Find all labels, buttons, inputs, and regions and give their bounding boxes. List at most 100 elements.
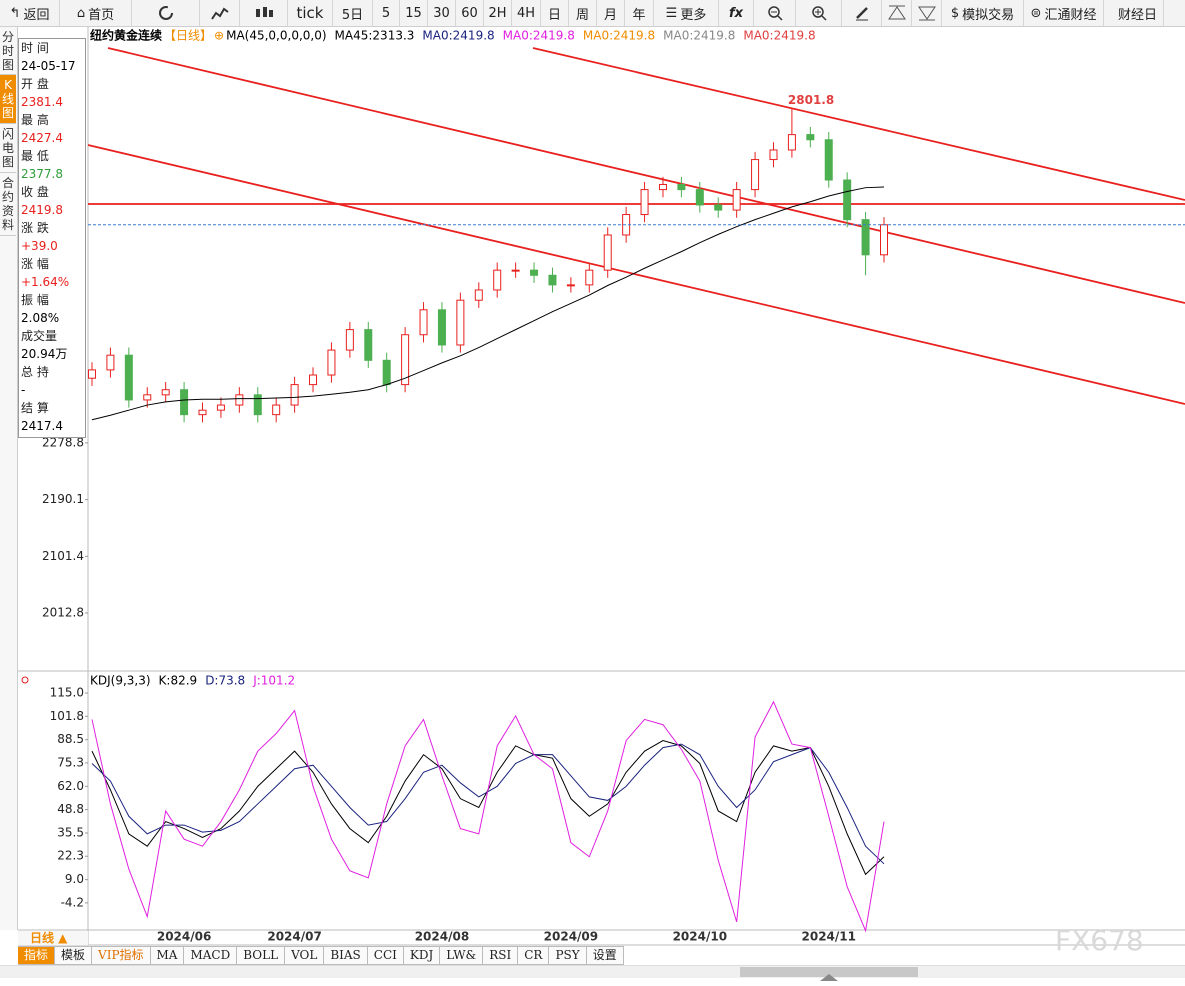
period-button[interactable]: 4H <box>512 0 541 26</box>
legend-entry: J:101.2 <box>252 674 295 688</box>
kdj-line <box>91 700 885 933</box>
period-button[interactable]: 月 <box>597 0 625 26</box>
candle-body <box>456 299 465 346</box>
legend-entry: MA45:2313.3 <box>335 29 415 43</box>
candle-body <box>474 289 483 301</box>
candle-body <box>732 189 741 211</box>
side-tab[interactable]: 闪电图 <box>0 124 16 173</box>
y-tick-label: 88.5 <box>57 732 84 746</box>
more-button[interactable]: ☰ 更多 <box>654 0 719 26</box>
candle-body <box>290 384 299 406</box>
candle-body <box>493 269 502 291</box>
indicator-tab[interactable]: PSY <box>549 946 587 965</box>
fx-button[interactable]: fx <box>719 0 754 26</box>
candle-body <box>880 224 888 256</box>
y-tick-label: 101.8 <box>50 709 84 723</box>
indicator-tab[interactable]: BOLL <box>237 946 286 965</box>
indicator-tab[interactable]: KDJ <box>403 946 441 965</box>
indicator-tab[interactable]: 模板 <box>55 946 93 965</box>
y-tick-label: -4.2 <box>61 895 84 909</box>
period-button[interactable]: 5日 <box>333 0 373 26</box>
indicator-tabs: 指标 模板 VIP指标 MA MACD BOLL VOL BIAS CCI KDJ LW& RSI CR… <box>18 946 624 965</box>
indicator-tab[interactable]: CCI <box>367 946 404 965</box>
icon <box>255 7 273 17</box>
period-button[interactable]: 60 <box>456 0 484 26</box>
info-value: 2.08% <box>21 311 60 325</box>
side-tab[interactable]: K线图 <box>0 75 16 124</box>
candle-body <box>143 394 152 401</box>
info-value: 2419.8 <box>21 203 63 217</box>
ma-line <box>91 186 885 421</box>
info-value: 2381.4 <box>21 95 63 109</box>
period-button[interactable]: 15 <box>400 0 428 26</box>
scrollbar[interactable] <box>0 965 1185 981</box>
period-button[interactable]: 5 <box>373 0 400 26</box>
period-button[interactable]: 2H <box>484 0 512 26</box>
settings-icon[interactable] <box>21 676 29 684</box>
x-tick-label: 2024/06 <box>157 930 211 944</box>
candle-body <box>787 134 796 151</box>
y-tick-label: 22.3 <box>57 849 84 863</box>
indicator-tab[interactable]: VOL <box>285 946 325 965</box>
indicator-tab[interactable]: MA <box>150 946 185 965</box>
home-button[interactable]: ⌂ 首页 <box>60 0 132 26</box>
indicator-tab[interactable]: BIAS <box>324 946 368 965</box>
scroll-arrow <box>820 974 838 981</box>
line-chart-button[interactable] <box>200 0 240 26</box>
info-label: 时 间 <box>21 41 49 55</box>
period-button[interactable]: 30 <box>428 0 456 26</box>
candle-body <box>695 189 704 206</box>
high-label: 2801.8 <box>788 93 834 107</box>
candle-body <box>437 309 446 346</box>
candle-body <box>566 284 575 287</box>
fx678-button[interactable]: ⊜ 汇通财经 <box>1024 0 1104 26</box>
tick-button[interactable]: tick <box>288 0 333 26</box>
scroll-thumb[interactable] <box>740 967 918 981</box>
info-label: 最 低 <box>21 149 49 163</box>
candle-button[interactable] <box>240 0 288 26</box>
zoom-in-button[interactable] <box>796 0 842 26</box>
y-tick-label: 2278.8 <box>42 435 84 449</box>
indicator-tab[interactable]: MACD <box>184 946 238 965</box>
info-label: 振 幅 <box>21 293 49 307</box>
period-button[interactable]: 周 <box>569 0 597 26</box>
y-tick-label: 48.8 <box>57 802 84 816</box>
calendar-button[interactable]: 财经日 <box>1104 0 1164 26</box>
indicator-tab[interactable]: 设置 <box>586 946 624 965</box>
sim-trade-button[interactable]: $ 模拟交易 <box>942 0 1024 26</box>
zoom-out-button[interactable] <box>754 0 796 26</box>
period-button[interactable]: 年 <box>625 0 654 26</box>
back-button[interactable]: ↰ 返回 <box>0 0 60 26</box>
period-tab-bg[interactable] <box>18 931 88 945</box>
legend-entry: MA0:2419.8 <box>663 29 735 43</box>
down-line-button[interactable] <box>912 0 942 26</box>
up-line-button[interactable] <box>882 0 912 26</box>
period-tab[interactable]: 日线 ▲ <box>30 930 68 945</box>
info-value: +39.0 <box>21 239 58 253</box>
period-button[interactable]: 日 <box>541 0 569 26</box>
indicator-tab[interactable]: 指标 <box>18 946 56 965</box>
period-label: 【日线】 <box>164 29 212 43</box>
info-value: 20.94万 <box>21 347 68 361</box>
info-label: 最 高 <box>21 113 49 127</box>
candle-body <box>640 189 649 216</box>
refresh-button[interactable] <box>132 0 200 26</box>
side-tab[interactable]: 合约资料 <box>0 173 16 236</box>
icon <box>210 7 229 20</box>
candle-body <box>677 183 686 191</box>
indicator-tab[interactable]: RSI <box>483 946 519 965</box>
symbol: ⊕ <box>214 29 224 43</box>
legend-entry: MA0:2419.8 <box>422 29 494 43</box>
legend-entry: MA0:2419.8 <box>503 29 575 43</box>
indicator-tab[interactable]: CR <box>518 946 550 965</box>
info-value: 2417.4 <box>21 419 63 433</box>
indicator-tab[interactable]: VIP指标 <box>92 946 151 965</box>
label: 更多 <box>680 7 707 23</box>
indicator-tab[interactable]: LW& <box>440 946 484 965</box>
candle-body <box>180 389 189 416</box>
candle-body <box>511 269 520 272</box>
info-label: 收 盘 <box>21 185 49 199</box>
side-tab[interactable]: 分时图 <box>0 27 16 75</box>
draw-button[interactable] <box>842 0 882 26</box>
